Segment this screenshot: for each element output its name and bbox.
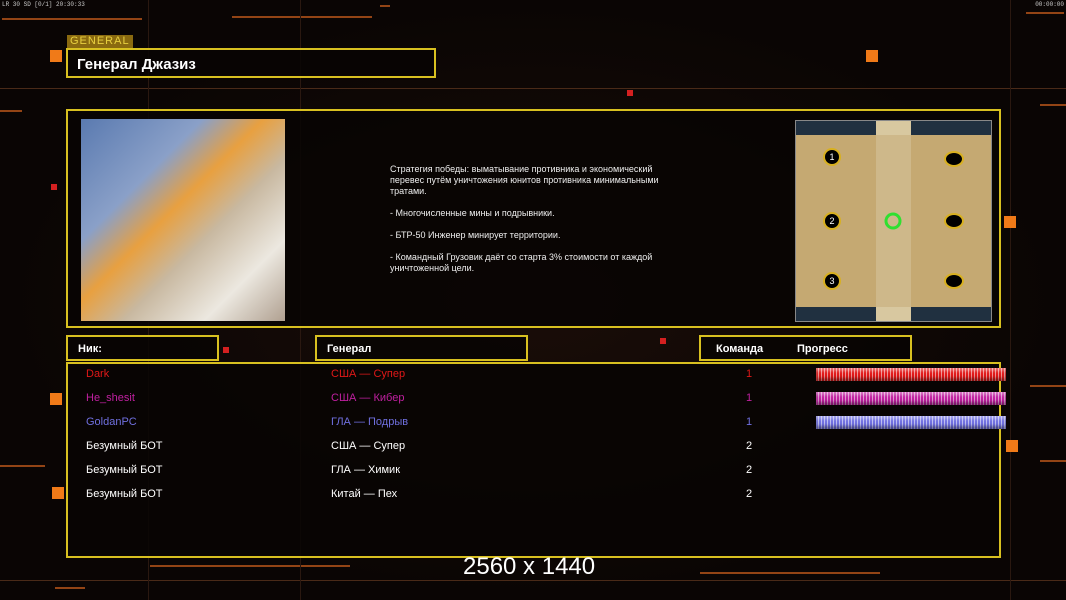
general-info-panel: Стратегия победы: выматывание противника… — [66, 109, 1001, 328]
resolution-label: 2560 x 1440 — [463, 553, 596, 580]
column-header-team: Команда — [716, 343, 764, 355]
column-header-general: Генерал — [315, 335, 528, 361]
player-general: Китай — Пех — [331, 488, 398, 500]
map-slot-1: 1 — [829, 152, 834, 162]
player-nick: Безумный БОТ — [86, 440, 163, 452]
player-nick: Dark — [86, 368, 110, 380]
player-progress-bar — [816, 416, 1006, 429]
player-general: ГЛА — Подрыв — [331, 416, 409, 428]
player-general: США — Кибер — [331, 392, 405, 404]
player-nick: Безумный БОТ — [86, 488, 163, 500]
player-team: 2 — [746, 464, 753, 476]
description-line: - БТР-50 Инженер минирует территории. — [390, 230, 561, 240]
player-row: Dark США — Супер 1 — [86, 368, 1006, 382]
hud-status: LR 30 SD [0/1] 20:30:33 — [2, 1, 85, 8]
player-row: GoldanPC ГЛА — Подрыв 1 — [86, 416, 1006, 430]
general-portrait — [81, 119, 285, 321]
player-nick: GoldanPC — [86, 416, 137, 428]
player-general: ГЛА — Химик — [331, 464, 401, 476]
player-nick: Безумный БОТ — [86, 464, 163, 476]
player-team: 2 — [746, 488, 753, 500]
description-line: - Многочисленные мины и подрывники. — [390, 208, 555, 218]
player-progress-bar — [816, 368, 1006, 381]
general-tag: GENERAL — [67, 35, 133, 48]
player-team: 1 — [746, 392, 753, 404]
column-header-progress: Прогресс — [797, 343, 848, 355]
player-row: Безумный БОТ США — Супер 2 — [86, 440, 986, 454]
column-header-team-progress: Команда Прогресс — [699, 335, 912, 361]
player-row: He_shesit США — Кибер 1 — [86, 392, 1006, 406]
column-header-nick: Ник: — [66, 335, 219, 361]
general-title: Генерал Джазиз — [66, 48, 436, 78]
general-description: Стратегия победы: выматывание противника… — [390, 164, 710, 285]
player-general: США — Супер — [331, 440, 406, 452]
map-slot-2: 2 — [829, 216, 834, 226]
player-row: Безумный БОТ Китай — Пех 2 — [86, 488, 986, 502]
players-table: Dark США — Супер 1 He_shesit США — Кибер … — [66, 362, 1006, 558]
player-nick: He_shesit — [86, 392, 135, 404]
map-preview: 1 2 3 — [795, 120, 992, 322]
description-line: - Командный Грузовик даёт со старта 3% с… — [390, 252, 653, 273]
player-team: 1 — [746, 416, 753, 428]
hud-timer: 00:00:00 — [1035, 1, 1064, 8]
player-team: 1 — [746, 368, 753, 380]
map-slot-3: 3 — [829, 276, 834, 286]
description-line: Стратегия победы: выматывание противника… — [390, 164, 659, 196]
player-progress-bar — [816, 392, 1006, 405]
player-team: 2 — [746, 440, 753, 452]
player-row: Безумный БОТ ГЛА — Химик 2 — [86, 464, 986, 478]
player-general: США — Супер — [331, 368, 406, 380]
